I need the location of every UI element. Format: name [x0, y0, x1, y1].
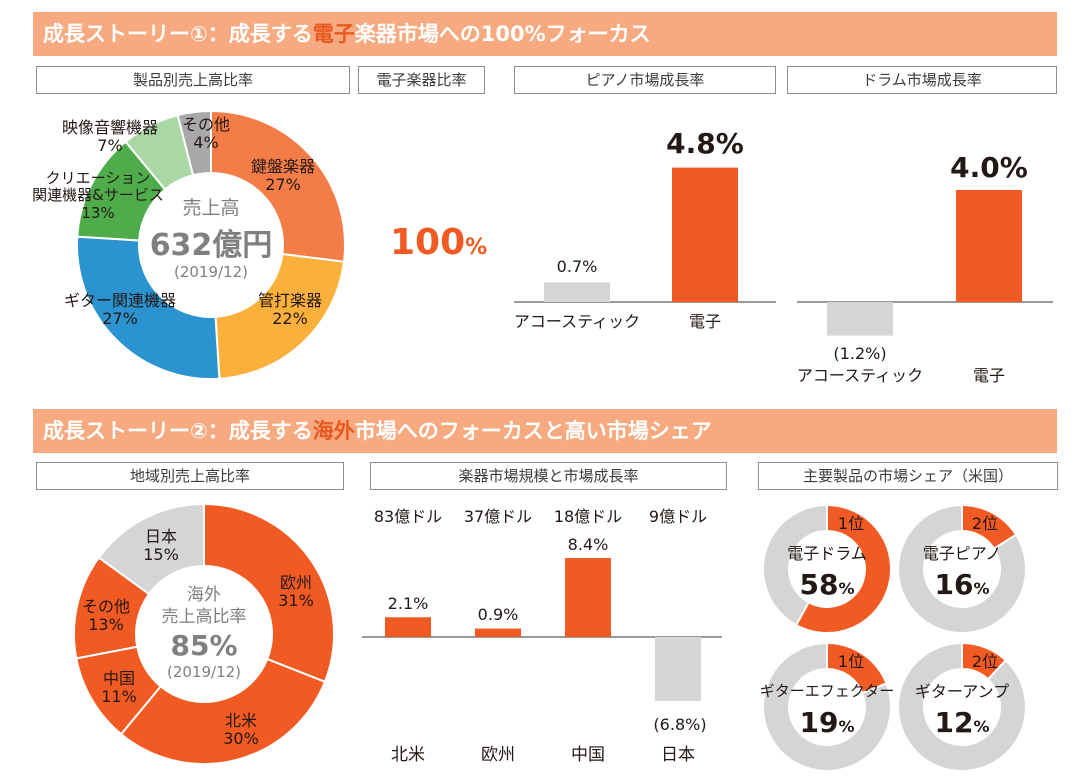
share-0-slice-1 [762, 503, 828, 627]
region-axis-jp: 日本 [661, 745, 695, 765]
drum-growth-header: ドラム市場成長率 [787, 66, 1057, 94]
region-label-other: その他 13% [81, 597, 131, 635]
share-name-e-drum: 電子ドラム [787, 544, 867, 563]
share-rank-e-piano: 2位 [971, 514, 999, 533]
electronic-ratio-header: 電子楽器比率 [358, 66, 485, 94]
drum-acoustic-value: (1.2%) [833, 344, 887, 363]
market-size-eu: 37億ドル [463, 507, 533, 526]
slice-label-creation: クリエーション 関連機器&サービス 13% [32, 169, 164, 222]
product-sales-ratio-header: 製品別売上高比率 [36, 66, 350, 94]
growth-value-jp: (6.8%) [653, 715, 707, 734]
region-sales-ratio-header: 地域別売上高比率 [36, 462, 344, 490]
donut1-center-value: 632億円 [149, 228, 273, 263]
slice-label-av: 映像音響機器 7% [61, 118, 159, 156]
market-size-cn: 18億ドル [553, 507, 623, 526]
drum-bar-0 [827, 302, 893, 336]
story2-title-pre: 成長ストーリー②：成長する [43, 419, 313, 443]
piano-acoustic-value: 0.7% [556, 257, 598, 276]
story1-title-post: 楽器市場への100%フォーカス [354, 22, 651, 46]
share-name-amp: ギターアンプ [914, 682, 1010, 701]
piano-acoustic-label: アコースティック [513, 312, 641, 331]
electronic-ratio-value: 100% [390, 222, 488, 263]
piano-electronic-value: 4.8% [666, 127, 744, 160]
drum-electronic-label: 電子 [972, 366, 1006, 385]
piano-bar-0 [544, 282, 610, 302]
story1-banner: 成長ストーリー①：成長する電子楽器市場への100%フォーカス [33, 12, 1057, 56]
share-name-effector: ギターエフェクター [759, 682, 895, 700]
share-value-e-drum: 58% [799, 568, 855, 601]
slice-label-wind-percussion: 管打楽器 22% [257, 291, 323, 329]
slice-label-keyboard: 鍵盤楽器 27% [250, 157, 316, 195]
growth-value-cn: 8.4% [567, 535, 609, 554]
region-label-north-america: 北米 30% [223, 711, 259, 749]
donut1-center-date: (2019/12) [173, 263, 249, 281]
growth-value-na: 2.1% [387, 594, 429, 613]
donut2-center-value: 85% [170, 629, 238, 662]
market-bar-1 [475, 628, 521, 637]
story2-title-highlight: 海外 [312, 419, 355, 443]
growth-value-eu: 0.9% [477, 605, 519, 624]
story2-banner: 成長ストーリー②：成長する海外市場へのフォーカスと高い市場シェア [33, 409, 1057, 453]
donut1-center-label: 売上高 [182, 197, 240, 219]
market-size-na: 83億ドル [373, 507, 443, 526]
donut2-center-date: (2019/12) [166, 663, 242, 681]
region-axis-na: 北米 [391, 745, 425, 765]
story2-title-post: 市場へのフォーカスと高い市場シェア [354, 419, 712, 443]
drum-electronic-value: 4.0% [950, 151, 1028, 184]
piano-growth-header: ピアノ市場成長率 [514, 66, 776, 94]
share-value-amp: 12% [934, 706, 990, 739]
donut2-center-line1: 海外 [187, 585, 221, 605]
slice-label-guitar: ギター関連機器 27% [63, 291, 177, 329]
share-name-e-piano: 電子ピアノ [922, 544, 1002, 563]
piano-electronic-label: 電子 [688, 312, 722, 331]
us-market-share-header: 主要製品の市場シェア（米国） [758, 462, 1058, 490]
drum-bar-1 [956, 190, 1022, 302]
share-value-effector: 19% [799, 706, 855, 739]
donut2-center-line2: 売上高比率 [161, 607, 247, 627]
market-bar-3 [655, 637, 701, 701]
region-label-japan: 日本 15% [143, 527, 179, 565]
slice-label-other: その他 4% [181, 115, 231, 153]
market-bar-2 [565, 558, 611, 637]
region-axis-eu: 欧州 [481, 745, 515, 765]
share-rank-e-drum: 1位 [837, 514, 865, 533]
region-label-europe: 欧州 31% [278, 573, 314, 611]
share-value-e-piano: 16% [934, 568, 990, 601]
region-axis-cn: 中国 [571, 745, 605, 765]
market-size-growth-header: 楽器市場規模と市場成長率 [370, 462, 727, 490]
region-label-china: 中国 11% [101, 669, 137, 707]
market-bar-0 [385, 617, 431, 637]
market-size-jp: 9億ドル [648, 507, 708, 526]
drum-acoustic-label: アコースティック [796, 366, 924, 385]
share-rank-amp: 2位 [971, 652, 999, 671]
share-rank-effector: 1位 [837, 652, 865, 671]
story1-title-highlight: 電子 [312, 22, 355, 46]
story1-title-pre: 成長ストーリー①：成長する [43, 22, 313, 46]
piano-bar-1 [672, 167, 738, 302]
